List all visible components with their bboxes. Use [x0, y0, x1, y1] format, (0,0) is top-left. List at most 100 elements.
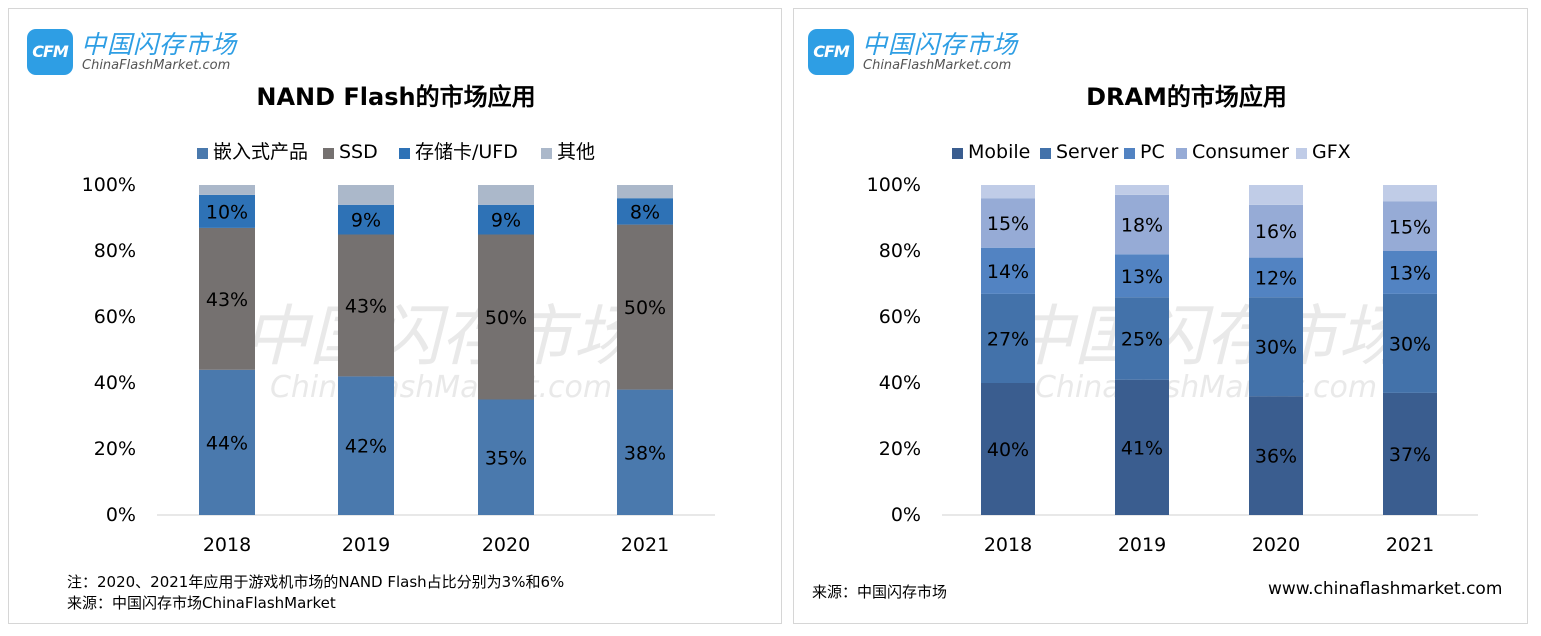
- dram-bar-2019-1: [1115, 297, 1169, 380]
- dram-bar-2021-2: [1383, 251, 1437, 294]
- nand-data-label-2018-0: 44%: [206, 432, 248, 454]
- nand-data-label-2018-2: 10%: [206, 201, 248, 223]
- nand-bar-2019-3: [338, 185, 394, 205]
- dram-bar-2021-0: [1383, 392, 1437, 515]
- nand-source: 来源：中国闪存市场ChinaFlashMarket: [67, 594, 336, 612]
- dram-bar-2020-4: [1249, 185, 1303, 205]
- dram-ytick-5: 100%: [867, 174, 921, 196]
- nand-ytick-0: 0%: [106, 504, 136, 526]
- dram-xtick-1: 2019: [1118, 534, 1166, 556]
- nand-legend-label-3: 其他: [557, 141, 595, 163]
- dram-xtick-3: 2021: [1386, 534, 1434, 556]
- nand-bar-2019-2: [338, 204, 394, 235]
- nand-bar-2020-1: [478, 234, 534, 400]
- nand-bar-2018-1: [199, 227, 255, 370]
- watermark-en: ChinaFlashMarket.com: [270, 370, 612, 405]
- nand-legend-swatch-0: [197, 148, 208, 159]
- dram-bar-2021-4: [1383, 185, 1437, 202]
- dram-data-label-2020-1: 30%: [1255, 337, 1297, 359]
- dram-legend-label-0: Mobile: [968, 141, 1030, 163]
- watermark-en: ChinaFlashMarket.com: [1035, 370, 1377, 405]
- dram-data-label-2021-0: 37%: [1389, 444, 1431, 466]
- nand-data-label-2018-1: 43%: [206, 289, 248, 311]
- nand-data-label-2021-0: 38%: [624, 442, 666, 464]
- dram-data-label-2020-2: 12%: [1255, 267, 1297, 289]
- nand-data-label-2020-1: 50%: [485, 307, 527, 329]
- cfm-logo-name-en: ChinaFlashMarket.com: [82, 58, 231, 73]
- dram-bar-2018-4: [981, 185, 1035, 199]
- dram-data-label-2021-1: 30%: [1389, 333, 1431, 355]
- nand-chart-title: NAND Flash的市场应用: [256, 83, 536, 111]
- dram-xtick-0: 2018: [984, 534, 1032, 556]
- nand-data-label-2021-2: 8%: [630, 201, 660, 223]
- nand-bar-2018-3: [199, 185, 255, 195]
- nand-data-label-2019-2: 9%: [351, 210, 381, 232]
- watermark-cn: 中国闪存市场: [243, 298, 644, 375]
- nand-chart-panel: CFM 中国闪存市场 ChinaFlashMarket.com NAND Fla…: [8, 8, 782, 624]
- dram-bar-2018-3: [981, 198, 1035, 248]
- dram-legend-swatch-2: [1124, 148, 1135, 159]
- nand-chart: 中国闪存市场ChinaFlashMarket.com 嵌入式产品 SSD 存储卡/UF…: [82, 141, 715, 556]
- dram-data-label-2021-2: 13%: [1389, 262, 1431, 284]
- dram-data-label-2020-0: 36%: [1255, 446, 1297, 468]
- dram-legend-swatch-0: [952, 148, 963, 159]
- nand-ytick-4: 80%: [94, 240, 136, 262]
- dram-bar-2020-2: [1249, 257, 1303, 298]
- nand-xtick-0: 2018: [203, 534, 251, 556]
- dram-bar-2019-2: [1115, 254, 1169, 298]
- nand-data-label-2021-1: 50%: [624, 297, 666, 319]
- dram-bar-2020-0: [1249, 396, 1303, 515]
- dram-legend-swatch-3: [1176, 148, 1187, 159]
- dram-data-label-2021-3: 15%: [1389, 216, 1431, 238]
- nand-xtick-3: 2021: [621, 534, 669, 556]
- dram-data-label-2019-3: 18%: [1121, 215, 1163, 237]
- cfm-logo-badge: CFM: [808, 29, 854, 75]
- dram-source: 来源：中国闪存市场: [812, 583, 948, 601]
- nand-ytick-3: 60%: [94, 306, 136, 328]
- dram-data-label-2018-3: 15%: [987, 213, 1029, 235]
- dram-legend-swatch-4: [1296, 148, 1307, 159]
- dram-data-label-2019-2: 13%: [1121, 266, 1163, 288]
- cfm-logo-name-en: ChinaFlashMarket.com: [863, 58, 1012, 73]
- dram-data-label-2020-3: 16%: [1255, 221, 1297, 243]
- dram-bar-2019-3: [1115, 194, 1169, 255]
- nand-ytick-1: 20%: [94, 438, 136, 460]
- nand-legend-label-2: 存储卡/UFD: [415, 141, 518, 163]
- dram-data-label-2018-1: 27%: [987, 328, 1029, 350]
- dram-ytick-0: 0%: [891, 504, 921, 526]
- dram-ytick-4: 80%: [879, 240, 921, 262]
- dram-legend-label-2: PC: [1140, 141, 1165, 163]
- nand-bar-2021-3: [617, 185, 673, 199]
- cfm-logo-name-cn: 中国闪存市场: [81, 30, 238, 59]
- nand-xtick-1: 2019: [342, 534, 390, 556]
- nand-bar-2021-0: [617, 389, 673, 515]
- nand-data-label-2020-2: 9%: [491, 210, 521, 232]
- dram-data-label-2019-0: 41%: [1121, 437, 1163, 459]
- dram-bar-2021-1: [1383, 293, 1437, 393]
- nand-bar-2020-3: [478, 185, 534, 205]
- nand-data-label-2019-1: 43%: [345, 295, 387, 317]
- dram-legend-label-3: Consumer: [1192, 141, 1289, 163]
- dram-legend-label-4: GFX: [1312, 141, 1351, 163]
- dram-website: www.chinaflashmarket.com: [1268, 579, 1503, 599]
- cfm-logo-name-cn: 中国闪存市场: [862, 30, 1019, 59]
- nand-ytick-5: 100%: [82, 174, 136, 196]
- dram-bar-2018-0: [981, 383, 1035, 515]
- dram-bar-2021-3: [1383, 201, 1437, 251]
- dram-ytick-2: 40%: [879, 372, 921, 394]
- nand-legend-swatch-1: [323, 148, 334, 159]
- dram-ytick-1: 20%: [879, 438, 921, 460]
- dram-xtick-2: 2020: [1252, 534, 1300, 556]
- nand-bar-2019-1: [338, 234, 394, 377]
- nand-bar-2018-2: [199, 194, 255, 228]
- watermark-cn: 中国闪存市场: [1008, 298, 1409, 375]
- nand-footnote: 注：2020、2021年应用于游戏机市场的NAND Flash占比分别为3%和6…: [67, 573, 565, 591]
- nand-data-label-2020-0: 35%: [485, 447, 527, 469]
- dram-bar-2019-0: [1115, 379, 1169, 515]
- nand-xtick-2: 2020: [482, 534, 530, 556]
- dram-data-label-2019-1: 25%: [1121, 328, 1163, 350]
- nand-bar-2019-0: [338, 376, 394, 515]
- dram-legend-swatch-1: [1040, 148, 1051, 159]
- dram-bar-2018-1: [981, 293, 1035, 383]
- dram-bar-2020-1: [1249, 297, 1303, 397]
